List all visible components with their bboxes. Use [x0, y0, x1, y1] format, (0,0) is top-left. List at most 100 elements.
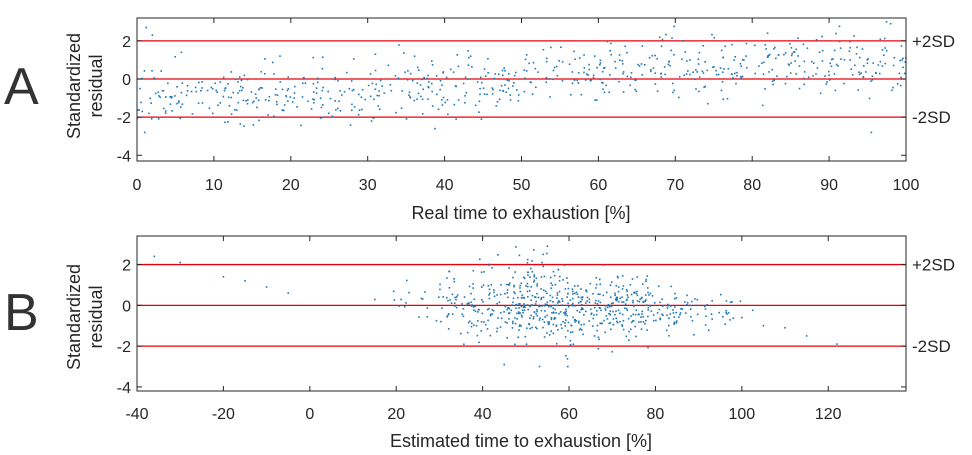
panel-a-point — [374, 53, 377, 56]
panel-b-point — [593, 306, 596, 309]
panel-b-point — [609, 310, 612, 312]
panel-a-point — [447, 113, 449, 116]
panel-b-point — [564, 319, 567, 321]
panel-b: B Standardized residual +2SD-2SD -40 -20 0… — [4, 235, 955, 451]
panel-b-point — [531, 326, 533, 329]
panel-a-point — [370, 120, 373, 122]
panel-b-point — [418, 316, 420, 318]
panel-a-point — [802, 43, 805, 46]
panel-a-point — [427, 98, 429, 100]
panel-b-point — [605, 305, 607, 307]
panel-b-point — [406, 279, 408, 282]
panel-b-point — [524, 335, 527, 338]
panel-a-point — [509, 99, 512, 101]
panel-a-point — [285, 95, 287, 97]
panel-b-point — [574, 292, 576, 295]
panel-b-point — [621, 323, 623, 326]
panel-b-point — [689, 308, 692, 310]
panel-a-point — [683, 74, 686, 77]
panel-a-point — [605, 84, 607, 87]
panel-a-point — [843, 59, 846, 61]
panel-b-point — [535, 326, 537, 329]
panel-b-y-title-line2: residual — [86, 285, 106, 348]
panel-a-point — [177, 101, 180, 104]
panel-a-point — [241, 89, 243, 92]
panel-b-point — [500, 317, 503, 320]
panel-a-point — [702, 72, 705, 74]
panel-b-point — [625, 335, 628, 338]
panel-b-x-tick-label: 20 — [387, 406, 405, 423]
panel-a-point — [711, 33, 713, 36]
panel-b-point — [477, 308, 480, 311]
panel-a-point — [181, 103, 184, 105]
panel-a-points — [136, 21, 907, 134]
panel-a-point — [659, 36, 661, 39]
panel-a-point — [507, 87, 510, 90]
panel-b-point — [527, 271, 529, 274]
panel-b-point — [515, 303, 518, 306]
panel-b-point — [564, 322, 566, 324]
panel-b-point — [542, 253, 545, 256]
panel-a-point — [313, 98, 316, 101]
panel-b-point — [641, 313, 643, 315]
panel-b-point — [519, 284, 521, 287]
panel-b-point — [684, 312, 687, 314]
panel-b-point — [426, 316, 429, 318]
panel-b-point — [546, 252, 548, 255]
panel-b-point — [552, 323, 555, 326]
panel-b-point — [805, 335, 808, 337]
panel-a-point — [273, 73, 275, 75]
panel-b-point — [661, 313, 663, 316]
panel-a-point — [561, 79, 564, 82]
panel-a-point — [614, 67, 617, 69]
panel-b-point — [514, 322, 517, 325]
panel-b-point — [548, 322, 551, 325]
panel-b-point — [595, 287, 597, 289]
panel-a-point — [621, 60, 624, 62]
panel-b-point — [569, 299, 572, 302]
panel-b-point — [551, 311, 553, 314]
panel-b-point — [591, 325, 594, 327]
panel-b-point — [438, 296, 440, 298]
panel-b-point — [679, 313, 681, 316]
panel-a-point — [622, 91, 625, 93]
panel-b-point — [625, 288, 628, 291]
panel-b-point — [529, 317, 531, 319]
panel-b-point — [596, 324, 599, 327]
panel-b-point — [552, 270, 555, 273]
panel-b-point — [527, 285, 529, 288]
panel-b-point — [540, 309, 543, 312]
panel-a-point — [264, 98, 267, 101]
panel-b-point — [535, 300, 537, 303]
panel-b-point — [489, 313, 492, 316]
panel-a-point — [717, 73, 720, 76]
panel-a-point — [855, 53, 858, 55]
panel-b-point — [597, 300, 600, 302]
panel-a-point — [369, 95, 372, 98]
panel-b-point — [696, 298, 699, 301]
panel-b-point — [512, 320, 514, 323]
panel-a-point — [766, 32, 769, 35]
panel-b-point — [667, 304, 670, 307]
panel-b-point — [631, 278, 634, 280]
panel-b-point — [582, 333, 584, 336]
panel-a-point — [498, 98, 501, 101]
panel-b-point — [691, 319, 694, 322]
panel-a-point — [390, 89, 393, 92]
panel-a-point — [312, 82, 315, 85]
panel-a-point — [587, 74, 589, 76]
panel-b-point — [505, 283, 508, 286]
panel-b-point — [602, 294, 605, 297]
panel-a-point — [830, 58, 833, 61]
panel-b-point — [447, 299, 449, 302]
panel-a-point — [891, 89, 893, 92]
panel-b-point — [612, 302, 614, 304]
panel-a-point — [764, 44, 767, 46]
panel-a-point — [274, 93, 277, 96]
panel-a-point — [428, 81, 430, 83]
panel-a-point — [210, 86, 213, 89]
panel-a-point — [599, 63, 601, 66]
panel-a-point — [351, 103, 353, 106]
panel-a-point — [739, 63, 742, 65]
panel-a-point — [509, 94, 512, 96]
